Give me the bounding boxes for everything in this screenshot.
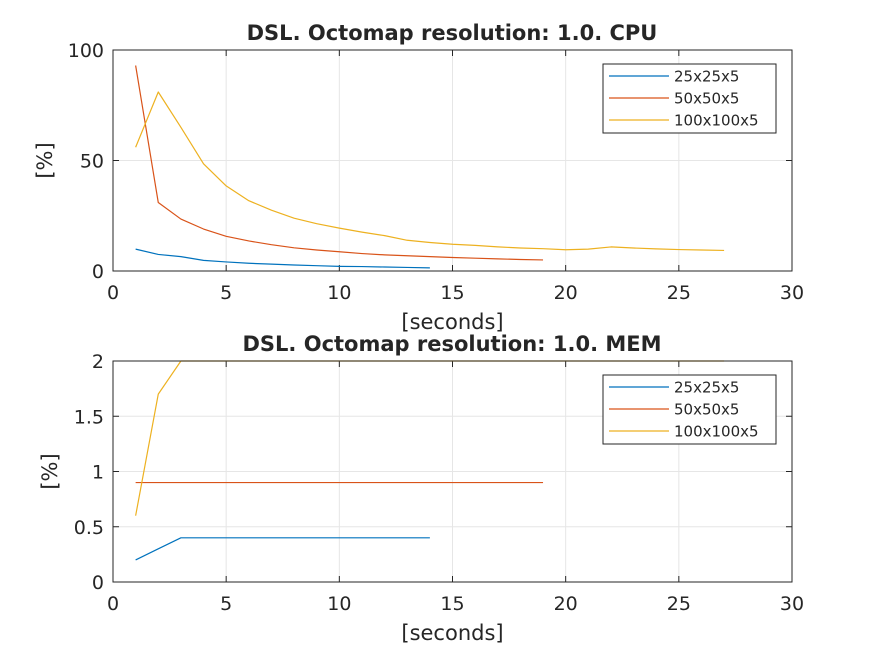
axes-box: [112, 49, 793, 272]
legend-label: 100x100x5: [674, 423, 759, 441]
x-tick-label: 5: [220, 282, 232, 304]
series-line-25x25x5: [135, 537, 430, 561]
legend-label: 50x50x5: [674, 90, 739, 108]
y-tick-label: 0.5: [74, 517, 104, 539]
legend-label: 25x25x5: [674, 68, 739, 86]
y-tick-label: 0: [92, 261, 104, 283]
x-tick-label: 20: [554, 593, 578, 615]
chart-mem: 0 5 10 15 20 25 30 0 0.5 1 1.5 2 [seconds] [%] DSL. Oc…: [38, 332, 804, 645]
y-axis-label: [%]: [38, 453, 62, 489]
y-tick-label: 50: [80, 151, 104, 173]
x-tick-label: 0: [107, 282, 119, 304]
x-tick-label: 10: [327, 282, 351, 304]
x-tick-label: 25: [667, 593, 691, 615]
x-tick-label: 20: [554, 282, 578, 304]
x-tick-label: 10: [327, 593, 351, 615]
y-tick-label: 100: [68, 40, 104, 62]
legend: 25x25x5 50x50x5 100x100x5: [602, 63, 777, 134]
y-tick-label: 1.5: [74, 406, 104, 428]
legend-label: 50x50x5: [674, 401, 739, 419]
x-tick-label: 25: [667, 282, 691, 304]
legend: 25x25x5 50x50x5 100x100x5: [602, 374, 777, 445]
series-line-100x100x5: [135, 91, 725, 252]
series-line-50x50x5: [135, 65, 544, 261]
y-tick-label: 2: [92, 351, 104, 373]
x-tick-label: 30: [780, 593, 804, 615]
y-axis-label: [%]: [33, 142, 57, 178]
chart-title: DSL. Octomap resolution: 1.0. CPU: [247, 21, 658, 45]
x-axis-label: [seconds]: [401, 310, 503, 334]
x-tick-label: 5: [220, 593, 232, 615]
x-axis-label: [seconds]: [401, 621, 503, 645]
y-tick-label: 0: [92, 572, 104, 594]
chart-cpu: 0 5 10 15 20 25 30 0 50 100 [seconds] [%] DSL. Octom…: [33, 21, 804, 334]
x-tick-label: 15: [440, 282, 464, 304]
series-line-25x25x5: [135, 248, 430, 269]
legend-label: 100x100x5: [674, 112, 759, 130]
x-tick-label: 15: [440, 593, 464, 615]
legend-label: 25x25x5: [674, 379, 739, 397]
series-group: [135, 65, 725, 269]
chart-title: DSL. Octomap resolution: 1.0. MEM: [242, 332, 661, 356]
x-tick-label: 0: [107, 593, 119, 615]
y-tick-label: 1: [92, 462, 104, 484]
axes-box: [112, 360, 793, 583]
x-tick-label: 30: [780, 282, 804, 304]
